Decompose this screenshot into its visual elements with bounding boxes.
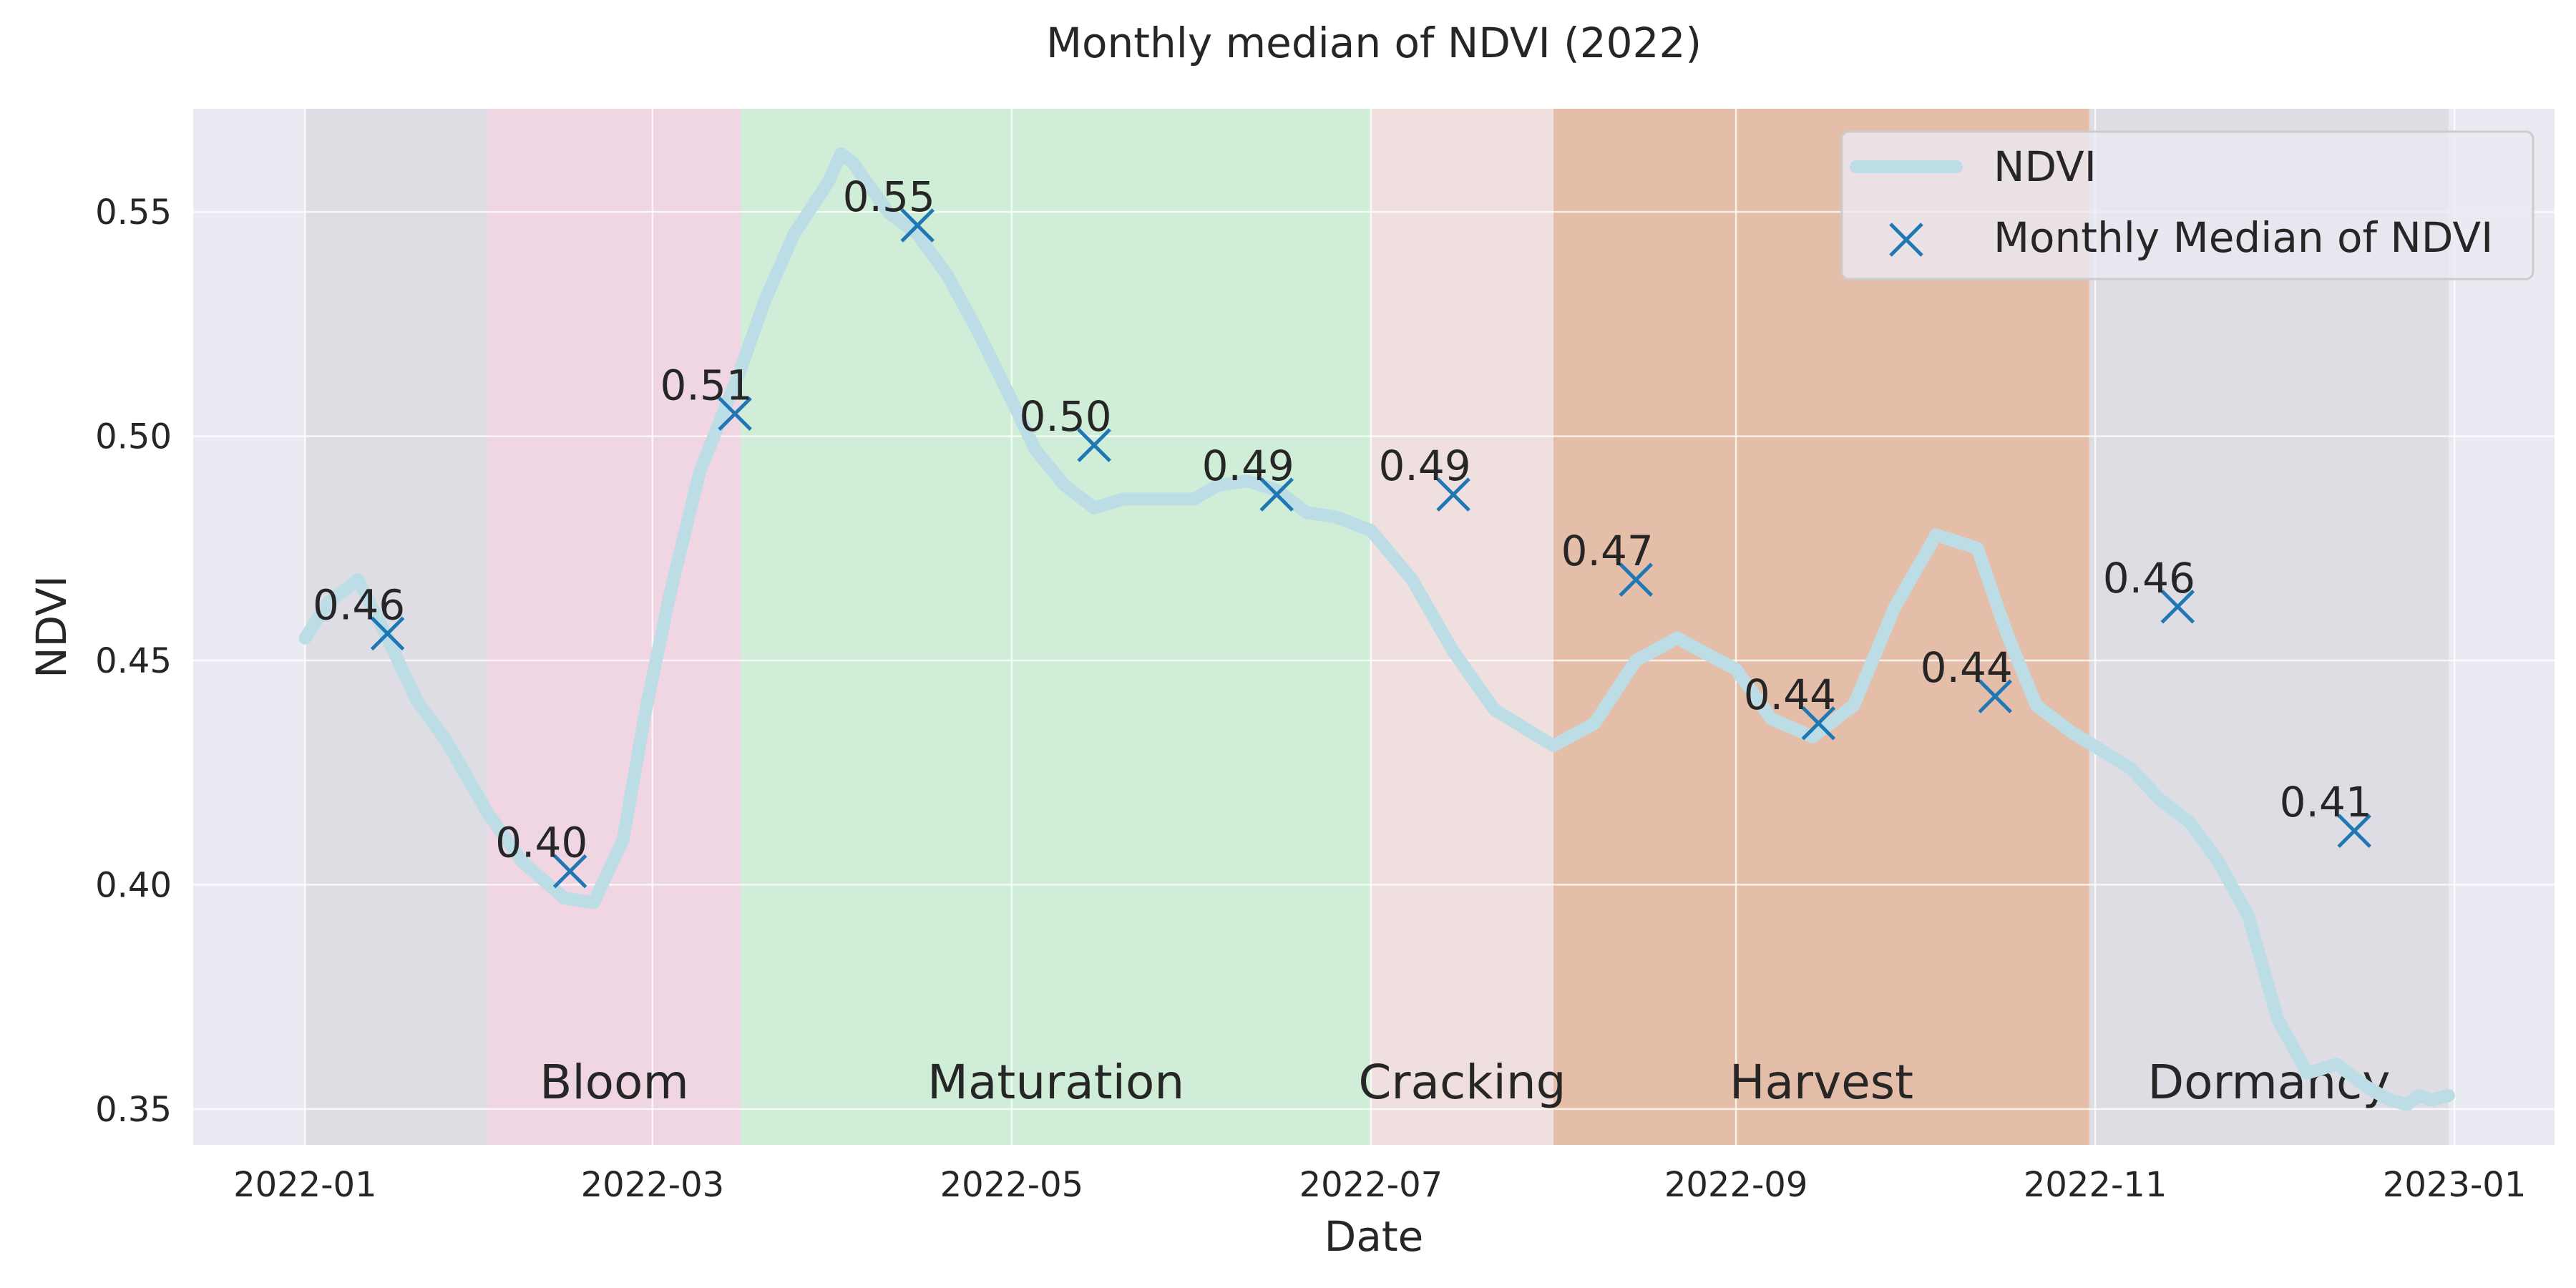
median-marker [2160,590,2195,624]
phase-label: Dormancy [2147,1055,2390,1110]
legend-median-marker [1889,223,1923,257]
grid-lines [193,109,2555,1145]
y-tick-label: 0.35 [95,1090,172,1130]
ndvi-line [298,147,2455,1111]
x-tick-label: 2022-05 [940,1165,1084,1205]
median-value-label: 0.49 [1379,441,1471,490]
median-marker [1259,477,1294,512]
marker-stroke [2337,814,2371,848]
median-marker [1077,428,1111,462]
phase-label: Maturation [927,1055,1184,1110]
marker-stroke [1619,562,1653,597]
phase-band [741,109,1371,1145]
x-tick-label: 2022-03 [581,1165,725,1205]
marker-stroke [1436,477,1470,512]
x-tick-label: 2023-01 [2383,1165,2527,1205]
monthly-median-markers [370,208,2371,889]
x-tick-labels: 2022-01 2022-03 2022-05 2022-07 2022-09 2022-… [233,1165,2526,1205]
median-marker [900,208,935,243]
median-marker [1619,562,1653,597]
marker-stroke [552,854,587,889]
x-tick-label: 2022-01 [233,1165,377,1205]
y-tick-label: 0.50 [95,417,172,457]
phase-band [487,109,741,1145]
median-marker [2337,814,2371,848]
marker-stroke [1077,428,1111,462]
value-labels: 0.46 0.40 0.51 0.55 0.50 0.49 0.49 0.47 0.44 0.44… [313,172,2372,867]
legend-median-label: Monthly Median of NDVI [1994,213,2493,262]
y-axis-title: NDVI [27,575,76,678]
median-marker [1978,679,2012,713]
y-tick-label: 0.55 [95,192,172,233]
median-value-label: 0.47 [1561,527,1654,575]
ndvi-line-series [298,147,2455,1111]
marker-stroke [1259,477,1294,512]
median-marker [718,396,752,431]
median-value-label: 0.40 [495,819,587,867]
y-tick-label: 0.45 [95,641,172,681]
median-value-label: 0.55 [843,172,935,221]
legend-ndvi-label: NDVI [1994,142,2097,191]
marker-stroke [900,208,935,243]
marker-stroke [1978,679,2012,713]
median-marker [370,616,405,651]
median-value-label: 0.50 [1020,392,1112,441]
y-tick-label: 0.40 [95,865,172,905]
phase-label: Harvest [1729,1055,1913,1110]
x-tick-label: 2022-09 [1664,1165,1808,1205]
marker-stroke [2160,590,2195,624]
legend-box [1840,130,2534,280]
phase-band [1370,109,1553,1145]
median-value-label: 0.49 [1202,441,1294,490]
marker-stroke [370,616,405,651]
x-axis-title: Date [1324,1212,1424,1261]
legend: NDVI Monthly Median of NDVI [1840,130,2534,280]
marker-stroke [1801,706,1836,741]
phase-label: Cracking [1358,1055,1566,1110]
median-value-label: 0.46 [2103,554,2195,602]
marker-stroke [718,396,752,431]
median-value-label: 0.51 [660,361,753,409]
median-marker [552,854,587,889]
median-value-label: 0.44 [1921,643,2013,692]
chart-title: Monthly median of NDVI (2022) [1046,19,1702,67]
median-value-label: 0.44 [1744,670,1836,719]
median-marker [1436,477,1470,512]
y-tick-labels: 0.35 0.40 0.45 0.50 0.55 [95,192,172,1130]
phase-label: Bloom [540,1055,689,1110]
x-tick-label: 2022-07 [1299,1165,1443,1205]
median-marker [1801,706,1836,741]
x-tick-label: 2022-11 [2024,1165,2167,1205]
median-value-label: 0.46 [313,580,405,629]
median-value-label: 0.41 [2280,778,2372,826]
phase-labels: Bloom Maturation Cracking Harvest Dormancy [540,1055,2390,1110]
